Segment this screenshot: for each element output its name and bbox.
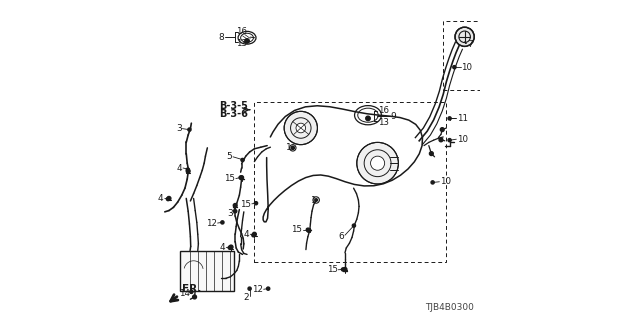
Text: 3: 3	[227, 209, 233, 218]
Circle shape	[366, 116, 370, 121]
Circle shape	[255, 202, 258, 205]
Circle shape	[241, 158, 244, 162]
Text: 1: 1	[311, 196, 317, 205]
Text: 15: 15	[326, 265, 338, 274]
Text: 12: 12	[252, 285, 263, 294]
Circle shape	[307, 228, 311, 232]
Text: 16: 16	[378, 106, 388, 115]
Circle shape	[252, 232, 256, 236]
Circle shape	[343, 268, 347, 271]
Circle shape	[234, 210, 237, 213]
Bar	[254, 102, 447, 262]
Text: 11: 11	[457, 114, 468, 123]
Circle shape	[440, 128, 444, 132]
Circle shape	[234, 204, 237, 207]
Text: 14: 14	[179, 289, 191, 298]
Circle shape	[166, 197, 170, 201]
Circle shape	[448, 117, 451, 120]
Circle shape	[291, 146, 294, 149]
Circle shape	[267, 287, 270, 290]
Circle shape	[448, 139, 451, 142]
Circle shape	[248, 287, 252, 290]
Circle shape	[342, 268, 344, 271]
Circle shape	[371, 156, 385, 170]
Circle shape	[313, 197, 319, 203]
Text: 4: 4	[244, 230, 250, 239]
Ellipse shape	[238, 31, 256, 44]
Text: 7: 7	[467, 40, 473, 49]
Text: 16: 16	[236, 27, 247, 36]
Circle shape	[252, 234, 255, 237]
Text: 10: 10	[457, 135, 468, 144]
Circle shape	[289, 145, 296, 151]
Circle shape	[190, 290, 193, 293]
Circle shape	[186, 168, 189, 171]
Text: 4: 4	[177, 164, 182, 172]
Circle shape	[315, 199, 317, 201]
Circle shape	[307, 228, 310, 231]
Text: 4: 4	[220, 243, 226, 252]
Text: 4: 4	[157, 194, 163, 203]
Text: FR.: FR.	[182, 284, 201, 294]
Text: 13: 13	[378, 118, 388, 127]
Text: 3: 3	[176, 124, 182, 133]
Bar	[180, 251, 234, 291]
Text: B-3-5: B-3-5	[220, 101, 248, 111]
Circle shape	[229, 245, 233, 249]
Circle shape	[429, 152, 433, 156]
Circle shape	[352, 224, 356, 227]
Text: 1: 1	[287, 143, 292, 152]
Circle shape	[193, 295, 196, 299]
Text: 13: 13	[236, 39, 247, 48]
Text: 6: 6	[339, 232, 344, 241]
Text: B-3-6: B-3-6	[220, 108, 248, 119]
Bar	[443, 21, 480, 90]
Circle shape	[431, 181, 435, 184]
Ellipse shape	[355, 106, 381, 125]
Circle shape	[284, 111, 317, 145]
Circle shape	[453, 66, 456, 69]
Text: 9: 9	[390, 112, 396, 121]
Circle shape	[186, 169, 190, 173]
Text: 8: 8	[218, 33, 224, 42]
Text: 15: 15	[240, 200, 251, 209]
Circle shape	[439, 138, 443, 142]
Circle shape	[221, 221, 224, 224]
Text: 10: 10	[440, 177, 451, 186]
Circle shape	[357, 142, 398, 184]
Circle shape	[239, 176, 242, 179]
Text: 5: 5	[227, 152, 232, 161]
Circle shape	[240, 176, 243, 180]
Text: 10: 10	[461, 63, 472, 72]
Circle shape	[292, 147, 294, 149]
Text: 15: 15	[224, 174, 236, 183]
Text: TJB4B0300: TJB4B0300	[425, 303, 474, 312]
Text: 12: 12	[206, 219, 217, 228]
Circle shape	[296, 123, 306, 133]
Circle shape	[244, 39, 250, 43]
Circle shape	[228, 246, 232, 249]
Text: 2: 2	[243, 293, 249, 302]
Circle shape	[167, 196, 171, 200]
Circle shape	[455, 27, 474, 46]
Text: 15: 15	[291, 225, 302, 234]
Circle shape	[188, 128, 191, 131]
